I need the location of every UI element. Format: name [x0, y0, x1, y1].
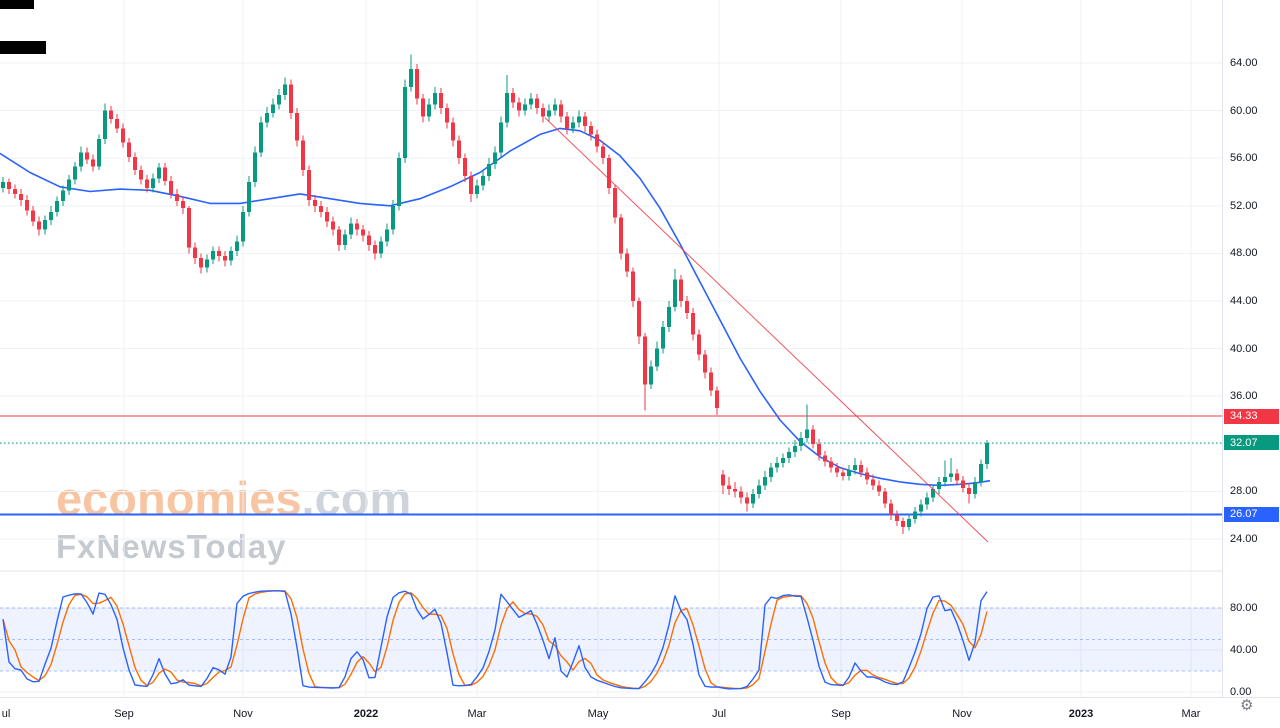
price-axis[interactable]: 64.00 60.00 56.00 52.00 48.00 44.00 40.00 36.00…	[1222, 0, 1280, 698]
price-line-badge: 26.07	[1224, 506, 1279, 522]
time-tick-label: Mar	[467, 708, 487, 720]
time-tick-label: Jul	[711, 708, 727, 720]
price-tick-label: 40.00	[1230, 644, 1258, 656]
price-tick-label: 60.00	[1230, 104, 1258, 117]
price-tick-label: 0.00	[1230, 686, 1252, 698]
price-tick-label: 80.00	[1230, 602, 1258, 614]
time-tick-label: Sep	[831, 708, 851, 720]
legend-indicator-redacted	[0, 41, 46, 54]
time-tick-label: Nov	[952, 708, 972, 720]
time-tick-label: Mar	[1181, 708, 1201, 720]
price-tick-label: 64.00	[1230, 57, 1258, 69]
price-tick-label: 48.00	[1230, 247, 1258, 260]
price-tick-label: 44.00	[1230, 295, 1258, 307]
time-tick-label: 2023	[1068, 708, 1094, 720]
axis-settings-gear-icon[interactable]: ⚙	[1240, 697, 1254, 714]
price-tick-label: 56.00	[1230, 152, 1258, 165]
time-tick-label: May	[587, 708, 609, 720]
price-tick-label: 36.00	[1230, 390, 1258, 403]
time-tick-label: 2022	[353, 708, 379, 720]
legend-symbol-redacted	[0, 0, 34, 9]
price-tick-label: 40.00	[1230, 342, 1258, 355]
time-axis[interactable]: ul Sep Nov 2022 Mar May Jul Sep Nov 2023 Mar	[0, 697, 1280, 728]
price-line-badge: 32.07	[1224, 435, 1279, 451]
time-tick-label: ul	[1, 708, 11, 720]
price-line-badge: 34.33	[1224, 408, 1279, 424]
time-tick-label: Nov	[233, 708, 253, 720]
price-tick-label: 52.00	[1230, 199, 1258, 212]
time-tick-label: Sep	[114, 708, 134, 720]
price-tick-label: 24.00	[1230, 533, 1258, 545]
price-tick-label: 28.00	[1230, 485, 1258, 498]
